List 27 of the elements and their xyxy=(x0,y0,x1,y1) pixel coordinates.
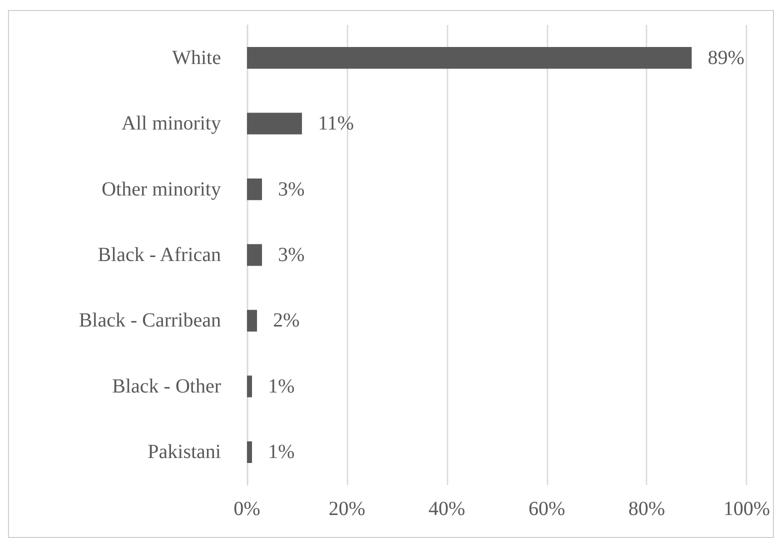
data-label: 1% xyxy=(268,375,295,398)
y-tick-label: Black - Other xyxy=(112,375,222,398)
bar xyxy=(247,310,257,332)
data-label: 3% xyxy=(278,244,305,266)
x-tick-label: 100% xyxy=(723,498,770,520)
y-tick-label: Black - African xyxy=(98,244,221,266)
bar xyxy=(247,112,302,134)
y-tick-label: Other minority xyxy=(102,178,221,200)
y-tick-label: Pakistani xyxy=(148,441,222,464)
x-tick-label: 0% xyxy=(234,498,260,520)
data-label: 2% xyxy=(272,310,300,332)
x-tick-label: 60% xyxy=(528,498,566,520)
bar xyxy=(247,178,262,200)
bar xyxy=(247,441,252,463)
data-label: 1% xyxy=(268,441,295,464)
y-tick-label: Black - Carribean xyxy=(78,310,221,332)
data-label: 89% xyxy=(708,46,744,69)
data-label: 11% xyxy=(318,112,354,135)
bar xyxy=(247,376,252,398)
x-tick-label: 80% xyxy=(628,498,666,520)
x-tick-label: 40% xyxy=(428,498,466,520)
x-tick-label: 20% xyxy=(328,498,366,520)
y-tick-label: All minority xyxy=(122,112,221,135)
bar xyxy=(247,47,692,69)
y-tick-label: White xyxy=(172,46,222,69)
data-label: 3% xyxy=(278,178,305,200)
bar xyxy=(247,244,262,266)
